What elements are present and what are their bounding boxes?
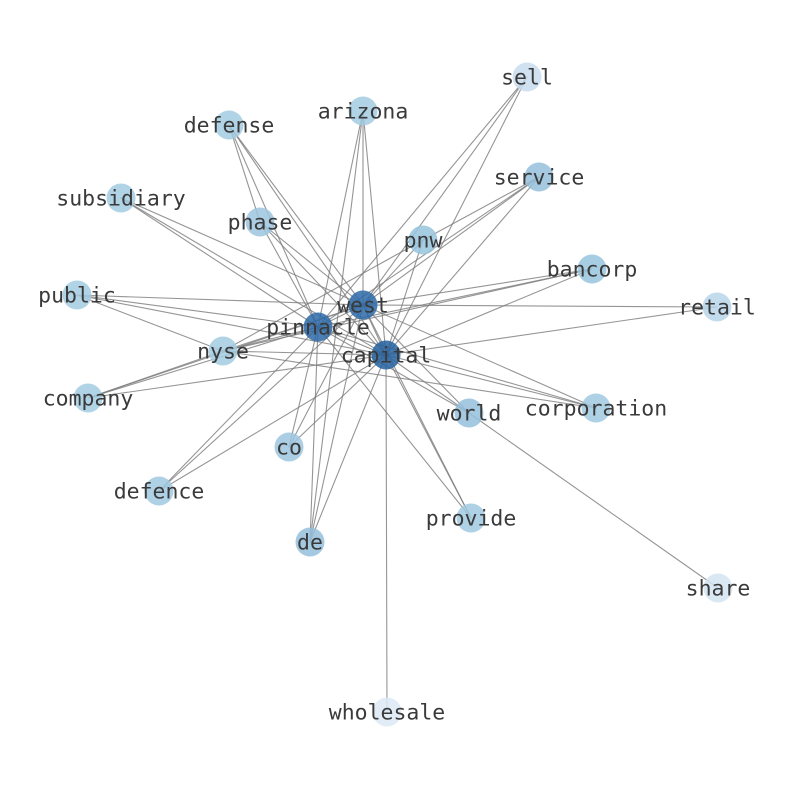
label-public: public	[38, 284, 116, 309]
label-arizona: arizona	[318, 100, 409, 125]
node-defense	[214, 110, 244, 140]
label-defense: defense	[184, 114, 275, 139]
edge-world-share	[468, 412, 719, 589]
node-world	[454, 398, 484, 428]
edge-subsidiary-capital	[120, 197, 387, 356]
edge-corporation-west	[362, 304, 597, 409]
edge-co-capital	[288, 354, 387, 448]
labels-layer: sell arizona defense service subsidiary phase…	[38, 66, 756, 726]
edge-pnw-west	[362, 239, 424, 306]
edge-phase-capital	[259, 221, 387, 356]
node-capital	[371, 340, 401, 370]
edge-corporation-pinnacle	[317, 326, 597, 409]
label-defence: defence	[114, 480, 205, 505]
node-west	[348, 290, 378, 320]
edge-co-pinnacle	[288, 326, 319, 448]
edge-co-west	[288, 304, 364, 448]
edge-world-west	[362, 304, 470, 414]
node-co	[274, 432, 304, 462]
node-service	[524, 162, 554, 192]
node-public	[62, 280, 92, 310]
edge-arizona-capital	[362, 110, 387, 356]
edge-public-capital	[76, 294, 387, 356]
edges-layer	[76, 76, 719, 713]
edge-subsidiary-pinnacle	[120, 197, 319, 328]
edge-service-west	[362, 176, 540, 306]
edge-de-capital	[309, 354, 387, 543]
edge-company-capital	[87, 354, 387, 399]
label-provide: provide	[426, 507, 517, 532]
label-pnw: pnw	[404, 229, 443, 254]
label-de: de	[297, 531, 323, 556]
label-west: west	[337, 294, 389, 319]
edge-subsidiary-west	[120, 197, 364, 306]
edge-defence-pinnacle	[158, 326, 319, 492]
edge-retail-west	[362, 304, 718, 308]
node-defence	[144, 476, 174, 506]
label-world: world	[437, 402, 502, 427]
edge-sell-pinnacle	[317, 76, 528, 328]
node-sell	[512, 62, 542, 92]
label-capital: capital	[341, 344, 432, 369]
edge-defense-west	[228, 124, 364, 306]
edge-public-nyse	[76, 294, 224, 352]
edge-bancorp-capital	[385, 268, 593, 356]
edge-arizona-de	[309, 110, 364, 543]
edge-de-pinnacle	[309, 326, 319, 543]
node-wholesale	[372, 697, 402, 727]
edge-public-west	[76, 294, 364, 306]
edge-public-pinnacle	[76, 294, 319, 328]
node-corporation	[581, 393, 611, 423]
label-nyse: nyse	[197, 340, 249, 365]
label-share: share	[686, 577, 751, 602]
node-pinnacle	[303, 312, 333, 342]
edge-nyse-capital	[222, 350, 387, 356]
edge-service-pnw	[422, 176, 540, 241]
node-de	[295, 527, 325, 557]
edge-world-capital	[385, 354, 470, 414]
node-subsidiary	[106, 183, 136, 213]
node-company	[73, 383, 103, 413]
edge-retail-capital	[385, 306, 718, 356]
edge-service-capital	[385, 176, 540, 356]
label-co: co	[276, 436, 302, 461]
edge-provide-pinnacle	[317, 326, 472, 519]
edge-pnw-nyse	[222, 239, 424, 352]
node-arizona	[348, 96, 378, 126]
edge-sell-capital	[385, 76, 528, 356]
label-corporation: corporation	[525, 397, 667, 422]
node-share	[703, 573, 733, 603]
node-phase	[245, 207, 275, 237]
edge-sell-west	[362, 76, 528, 306]
edge-phase-west	[259, 221, 364, 306]
edge-provide-capital	[385, 354, 472, 519]
label-pinnacle: pinnacle	[266, 316, 370, 341]
label-wholesale: wholesale	[329, 701, 446, 726]
edge-bancorp-west	[362, 268, 593, 306]
node-nyse	[208, 336, 238, 366]
label-sell: sell	[501, 66, 553, 91]
edge-defence-capital	[158, 354, 387, 492]
node-retail	[702, 292, 732, 322]
node-bancorp	[577, 254, 607, 284]
edge-defense-phase	[228, 124, 261, 223]
edge-de-west	[309, 304, 364, 543]
node-provide	[456, 503, 486, 533]
label-bancorp: bancorp	[547, 258, 638, 283]
label-phase: phase	[228, 211, 293, 236]
node-pnw	[408, 225, 438, 255]
label-subsidiary: subsidiary	[56, 187, 185, 212]
label-retail: retail	[678, 296, 756, 321]
label-service: service	[494, 166, 585, 191]
edge-company-pinnacle	[87, 326, 319, 399]
edge-wholesale-capital	[385, 354, 388, 713]
edge-arizona-pinnacle	[317, 110, 364, 328]
edge-pnw-capital	[385, 239, 424, 356]
label-company: company	[43, 387, 134, 412]
nodes-layer	[62, 62, 733, 727]
